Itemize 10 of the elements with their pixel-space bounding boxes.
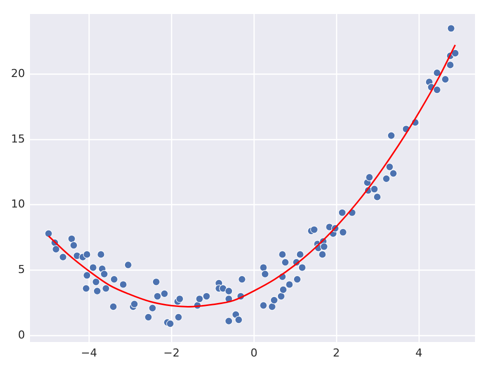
y-tick-label: 10	[11, 198, 25, 211]
y-tick-label: 0	[18, 328, 25, 342]
x-tick-label: 2	[332, 346, 340, 360]
y-tick-label: 15	[11, 132, 25, 146]
x-tick-label: 0	[250, 346, 258, 360]
x-tick-label: −4	[80, 346, 98, 360]
y-tick-label: 5	[18, 262, 25, 276]
x-tick-label: 4	[415, 346, 422, 360]
x-tick-label: −2	[163, 346, 180, 360]
y-tick-label: 20	[11, 66, 25, 80]
